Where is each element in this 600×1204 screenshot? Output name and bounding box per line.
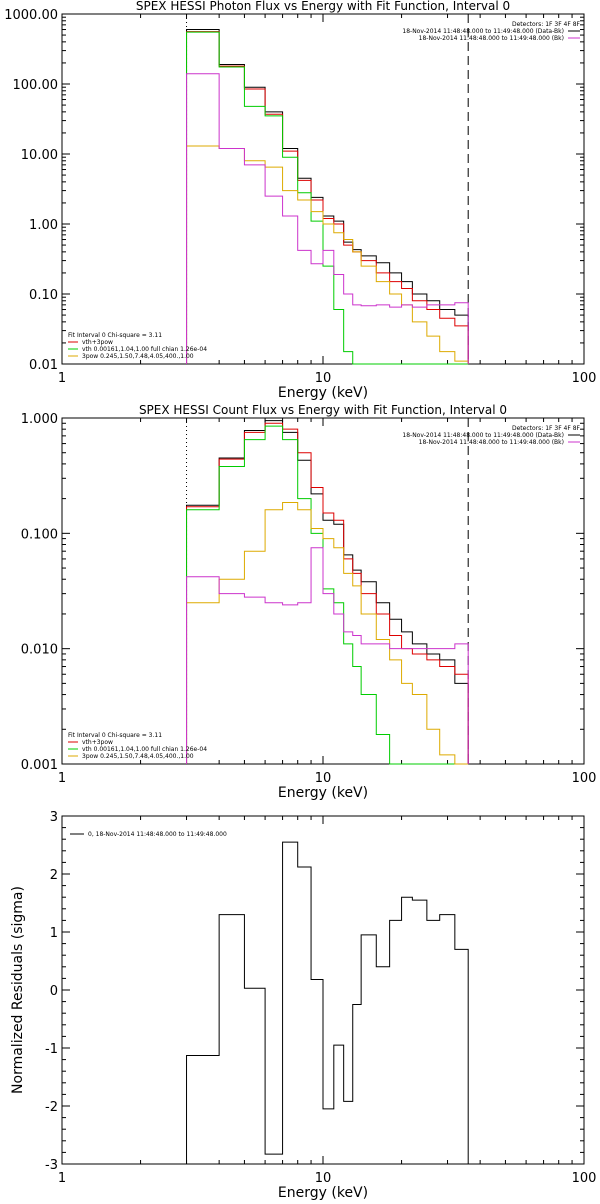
x-tick-label-2-0: 1	[58, 1171, 66, 1186]
series-line-0-4	[186, 73, 469, 364]
y-tick-label-2-3: 0	[50, 984, 58, 999]
y-tick-label-1-1: 0.010	[21, 643, 58, 658]
chart-title-1: SPEX HESSI Count Flux vs Energy with Fit…	[139, 403, 507, 417]
series-line-0-2	[186, 31, 469, 365]
y-tick-label-2-6: 3	[50, 810, 58, 825]
y-tick-label-2-0: -3	[45, 1158, 58, 1173]
series-line-1-2	[186, 425, 469, 765]
legend-bottom-left-0-0: Fit Interval 0 Chi-square = 3.11	[68, 332, 162, 339]
series-line-1-3	[186, 502, 469, 765]
y-axis-label-2: Normalized Residuals (sigma)	[10, 886, 26, 1094]
x-tick-label-0-1: 10	[315, 371, 332, 386]
legend-bottom-left-0-2: vth 0.00161,1.04,1.00 full chian 1.26e-0…	[82, 346, 207, 353]
chart-title-0: SPEX HESSI Photon Flux vs Energy with Fi…	[136, 0, 510, 13]
legend-bottom-left-1-3: 3pow 0.245,1.50,7.48,4.05,400.,1.00	[82, 753, 194, 760]
series-line-0-1	[186, 31, 469, 364]
series-line-0-0	[186, 29, 469, 364]
legend-bottom-left-0-1: vth+3pow	[82, 339, 113, 346]
x-tick-label-1-2: 100	[572, 771, 597, 786]
x-axis-label-2: Energy (keV)	[278, 1185, 368, 1200]
y-tick-label-1-2: 0.100	[21, 527, 58, 542]
legend-top-right-1-1: 18-Nov-2014 11:48:48.000 to 11:49:48.000…	[402, 432, 564, 439]
y-tick-label-0-5: 1000.00	[4, 8, 58, 23]
y-tick-label-0-0: 0.01	[29, 358, 58, 373]
y-tick-label-1-0: 0.001	[21, 758, 58, 773]
x-tick-label-1-0: 1	[58, 771, 66, 786]
x-tick-label-1-1: 10	[315, 771, 332, 786]
series-line-2-0	[186, 841, 469, 1164]
legend-bottom-left-0-3: 3pow 0.245,1.50,7.48,4.05,400.,1.00	[82, 353, 194, 360]
legend-bottom-left-1-0: Fit Interval 0 Chi-square = 3.11	[68, 732, 162, 739]
x-axis-label-1: Energy (keV)	[278, 785, 368, 801]
plot-frame-0	[61, 13, 585, 365]
series-line-1-0	[186, 420, 469, 764]
y-tick-label-2-2: -1	[45, 1042, 58, 1057]
x-tick-label-0-2: 100	[572, 371, 597, 386]
y-tick-label-0-4: 100.00	[13, 78, 59, 93]
series-line-1-4	[186, 547, 469, 764]
legend-top-right-0-0: Detectors: 1F 3F 4F 8F	[512, 21, 581, 28]
x-axis-label-0: Energy (keV)	[278, 385, 368, 401]
legend-top-right-1-2: 18-Nov-2014 11:48:48.000 to 11:49:48.000…	[419, 439, 564, 446]
y-tick-label-2-1: -2	[45, 1100, 58, 1115]
y-tick-label-1-3: 1.000	[21, 412, 58, 427]
legend-top-right-1-0: Detectors: 1F 3F 4F 8F	[512, 425, 581, 432]
legend-top-right-0-1: 18-Nov-2014 11:48:48.000 to 11:49:48.000…	[402, 28, 564, 35]
y-tick-label-0-1: 0.10	[29, 288, 58, 303]
y-tick-label-2-4: 1	[50, 926, 58, 941]
x-tick-label-0-0: 1	[58, 371, 66, 386]
legend-bottom-left-1-2: vth 0.00161,1.04,1.00 full chian 1.26e-0…	[82, 746, 207, 753]
legend-bottom-left-1-1: vth+3pow	[82, 739, 113, 746]
y-tick-label-0-2: 1.00	[29, 218, 58, 233]
series-line-0-3	[186, 145, 469, 364]
y-tick-label-2-5: 2	[50, 868, 58, 883]
legend-top-left-2-0: 0, 18-Nov-2014 11:48:48.000 to 11:49:48.…	[88, 831, 227, 838]
x-tick-label-2-1: 10	[315, 1171, 332, 1186]
y-tick-label-0-3: 10.00	[21, 148, 58, 163]
legend-top-right-0-2: 18-Nov-2014 11:48:48.000 to 11:49:48.000…	[419, 35, 564, 42]
x-tick-label-2-2: 100	[572, 1171, 597, 1186]
